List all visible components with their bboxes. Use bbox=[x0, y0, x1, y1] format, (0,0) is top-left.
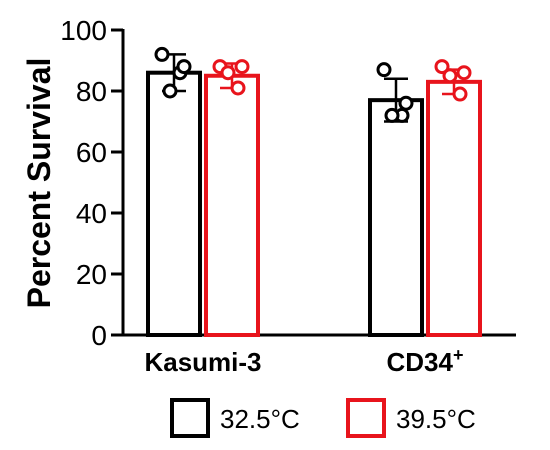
legend-item: 32.5°C bbox=[170, 398, 300, 438]
legend-label: 39.5°C bbox=[396, 404, 476, 434]
data-point bbox=[234, 59, 250, 75]
legend: 32.5°C 39.5°C bbox=[170, 398, 476, 438]
category-label: Kasumi-3 bbox=[144, 347, 261, 377]
data-point bbox=[220, 65, 236, 81]
data-point bbox=[384, 107, 400, 123]
bar bbox=[426, 79, 482, 337]
data-point bbox=[434, 59, 450, 75]
y-tick-label: 100 bbox=[60, 15, 107, 46]
category-labels: Kasumi-3 CD34+ bbox=[144, 345, 463, 377]
data-point bbox=[398, 95, 414, 111]
y-tick-label: 80 bbox=[76, 76, 107, 107]
y-tick-label: 40 bbox=[76, 198, 107, 229]
data-point bbox=[230, 80, 246, 96]
data-point bbox=[456, 65, 472, 81]
bar bbox=[146, 70, 202, 337]
bars bbox=[146, 46, 482, 338]
data-point bbox=[162, 83, 178, 99]
y-tick-label: 60 bbox=[76, 137, 107, 168]
bar bbox=[368, 98, 424, 338]
y-axis-label: Percent Survival bbox=[21, 58, 57, 309]
y-tick-label: 0 bbox=[91, 320, 107, 351]
legend-label: 32.5°C bbox=[220, 404, 300, 434]
data-point bbox=[376, 62, 392, 78]
legend-swatch bbox=[346, 398, 386, 438]
y-axis: 0 20 40 60 80 100 bbox=[60, 15, 125, 351]
data-point bbox=[442, 68, 458, 84]
legend-item: 39.5°C bbox=[346, 398, 476, 438]
category-label: CD34+ bbox=[387, 345, 464, 377]
data-point bbox=[154, 46, 170, 62]
y-tick-label: 20 bbox=[76, 259, 107, 290]
data-point bbox=[176, 59, 192, 75]
data-point bbox=[452, 86, 468, 102]
legend-swatch bbox=[170, 398, 210, 438]
bar bbox=[204, 73, 260, 337]
